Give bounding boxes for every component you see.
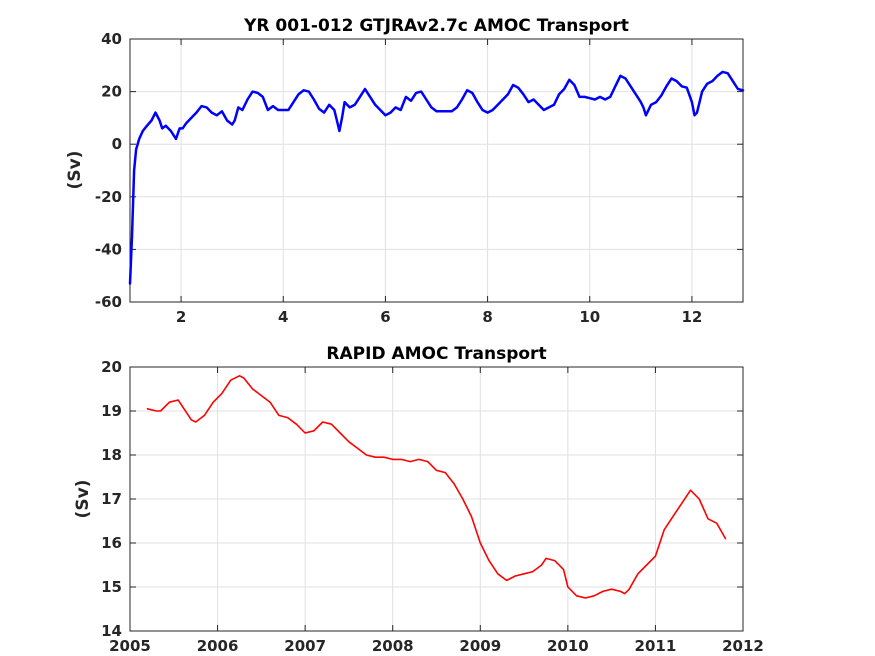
top-chart-axes: 2 4 6 8 10 12 -60 -40 -20 0 20 40 YR 001-012 GTJRAv… (65, 16, 745, 326)
bottom-chart-xtick-label: 2012 (722, 637, 764, 655)
top-chart-xtick-label: 10 (579, 308, 600, 326)
top-chart-xtick-label: 4 (278, 308, 288, 326)
bottom-chart-ytick-label: 19 (101, 402, 122, 420)
bottom-chart-xtick-label: 2011 (635, 637, 677, 655)
top-chart-ytick-label: -60 (95, 293, 122, 311)
bottom-chart-xtick-label: 2006 (197, 637, 239, 655)
bottom-chart-ytick-label: 16 (101, 534, 122, 552)
top-chart-ticks: 2 4 6 8 10 12 -60 -40 -20 0 20 40 (95, 30, 743, 326)
top-chart-ytick-label: -20 (95, 188, 122, 206)
bottom-chart-ytick-label: 15 (101, 578, 122, 596)
bottom-chart-grid (129, 366, 744, 632)
top-chart-ytick-label: 20 (101, 83, 122, 101)
top-chart-frame (129, 38, 744, 303)
bottom-chart-ticks: 2005 2006 2007 2008 2009 2010 2011 2012 14 15 16 17… (101, 358, 764, 655)
top-chart-xtick-label: 2 (176, 308, 186, 326)
top-chart-series-line (128, 70, 745, 285)
bottom-chart-ytick-label: 20 (101, 358, 122, 376)
bottom-chart-xtick-label: 2005 (109, 637, 151, 655)
bottom-chart-xtick-label: 2007 (284, 637, 326, 655)
bottom-chart-ytick-label: 17 (101, 490, 122, 508)
bottom-chart-series-line (146, 374, 727, 599)
bottom-chart-series (146, 374, 727, 599)
bottom-chart-ytick-label: 18 (101, 446, 122, 464)
top-chart-ytick-label: 0 (112, 135, 122, 153)
top-chart-title: YR 001-012 GTJRAv2.7c AMOC Transport (243, 16, 629, 36)
bottom-chart-xtick-label: 2008 (372, 637, 414, 655)
top-chart-ylabel: (Sv) (65, 151, 85, 190)
top-chart-xtick-label: 8 (482, 308, 492, 326)
top-chart-xtick-label: 12 (681, 308, 702, 326)
bottom-chart-ytick-label: 14 (101, 622, 122, 640)
top-chart-ytick-label: -40 (95, 240, 122, 258)
top-chart-xtick-label: 6 (380, 308, 390, 326)
bottom-chart-axes: 2005 2006 2007 2008 2009 2010 2011 2012 14 15 16 17… (73, 344, 764, 655)
bottom-chart-title: RAPID AMOC Transport (326, 344, 546, 364)
top-chart-grid (130, 38, 743, 303)
bottom-chart-xtick-label: 2009 (459, 637, 501, 655)
top-chart-ytick-label: 40 (101, 30, 122, 48)
bottom-chart-ylabel: (Sv) (73, 480, 93, 519)
top-chart-series (128, 70, 745, 285)
bottom-chart-xtick-label: 2010 (547, 637, 589, 655)
